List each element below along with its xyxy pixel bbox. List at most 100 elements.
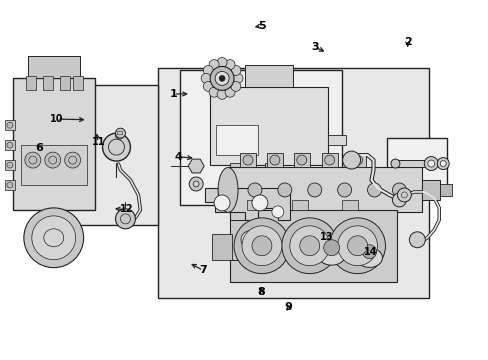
- Bar: [13, 78, 94, 210]
- Circle shape: [427, 160, 434, 167]
- Circle shape: [307, 183, 321, 197]
- Circle shape: [337, 226, 377, 266]
- Circle shape: [367, 183, 381, 197]
- Circle shape: [436, 158, 448, 170]
- Text: 14: 14: [364, 247, 377, 257]
- Ellipse shape: [390, 159, 399, 168]
- Circle shape: [7, 162, 13, 168]
- Circle shape: [217, 89, 226, 99]
- Bar: [327, 135, 345, 145]
- Ellipse shape: [356, 248, 382, 267]
- Text: 7: 7: [199, 265, 206, 275]
- Bar: [244, 66, 292, 87]
- Circle shape: [209, 87, 219, 97]
- Circle shape: [324, 155, 334, 165]
- Bar: [210, 87, 327, 165]
- Circle shape: [25, 152, 41, 168]
- Bar: [60, 76, 69, 90]
- Circle shape: [201, 73, 211, 84]
- Bar: [42, 76, 53, 90]
- Bar: [317, 241, 345, 255]
- Circle shape: [337, 183, 351, 197]
- Bar: [5, 180, 15, 190]
- Circle shape: [32, 216, 76, 260]
- Bar: [216, 125, 258, 155]
- Circle shape: [251, 195, 267, 211]
- Circle shape: [224, 60, 235, 69]
- Text: 1: 1: [170, 89, 177, 99]
- Bar: [21, 145, 86, 185]
- Text: 6: 6: [35, 143, 43, 153]
- Circle shape: [230, 66, 241, 75]
- Bar: [180, 71, 341, 205]
- Ellipse shape: [218, 167, 238, 212]
- Circle shape: [281, 218, 337, 274]
- Circle shape: [217, 58, 226, 67]
- Circle shape: [7, 122, 13, 128]
- Circle shape: [219, 75, 224, 81]
- Circle shape: [323, 240, 339, 256]
- Text: 8: 8: [257, 287, 265, 297]
- Circle shape: [329, 218, 385, 274]
- Circle shape: [397, 188, 410, 202]
- Circle shape: [392, 193, 406, 207]
- Text: 10: 10: [50, 114, 63, 124]
- Circle shape: [210, 67, 234, 90]
- Circle shape: [115, 128, 125, 138]
- Text: 11: 11: [91, 138, 105, 147]
- Circle shape: [224, 87, 235, 97]
- Text: 3: 3: [311, 42, 318, 52]
- Bar: [246, 200, 263, 210]
- Bar: [26, 76, 36, 90]
- Circle shape: [299, 236, 319, 256]
- Circle shape: [233, 73, 243, 84]
- Circle shape: [342, 151, 360, 169]
- Text: 5: 5: [257, 21, 265, 31]
- Circle shape: [243, 155, 252, 165]
- Bar: [229, 210, 397, 282]
- Circle shape: [102, 133, 130, 161]
- Bar: [356, 245, 382, 258]
- Bar: [5, 140, 15, 150]
- Bar: [73, 76, 82, 90]
- Circle shape: [247, 183, 262, 197]
- Circle shape: [7, 142, 13, 148]
- Bar: [395, 160, 427, 167]
- Bar: [349, 153, 365, 167]
- Circle shape: [392, 183, 406, 197]
- Circle shape: [230, 81, 241, 91]
- Text: 13: 13: [319, 232, 332, 242]
- Circle shape: [24, 208, 83, 268]
- Circle shape: [209, 60, 219, 69]
- Circle shape: [242, 226, 281, 266]
- Circle shape: [189, 177, 203, 191]
- Bar: [117, 131, 122, 134]
- Circle shape: [289, 226, 329, 266]
- Bar: [264, 163, 279, 175]
- Bar: [386, 138, 447, 195]
- Circle shape: [7, 182, 13, 188]
- Circle shape: [203, 81, 213, 91]
- Circle shape: [352, 155, 362, 165]
- Text: 4: 4: [174, 152, 183, 162]
- Circle shape: [64, 152, 81, 168]
- Circle shape: [215, 71, 228, 85]
- Text: 12: 12: [120, 204, 133, 215]
- Circle shape: [45, 152, 61, 168]
- Circle shape: [214, 195, 229, 211]
- Circle shape: [251, 236, 271, 256]
- Circle shape: [362, 245, 376, 259]
- Circle shape: [424, 157, 437, 171]
- Circle shape: [277, 183, 291, 197]
- Ellipse shape: [317, 237, 345, 258]
- Bar: [227, 167, 422, 212]
- Circle shape: [203, 66, 213, 75]
- Circle shape: [269, 155, 279, 165]
- Bar: [291, 200, 307, 210]
- Bar: [5, 120, 15, 130]
- Bar: [341, 200, 357, 210]
- Text: 9: 9: [284, 302, 292, 312]
- Circle shape: [234, 218, 289, 274]
- Bar: [293, 153, 309, 167]
- Bar: [212, 234, 232, 260]
